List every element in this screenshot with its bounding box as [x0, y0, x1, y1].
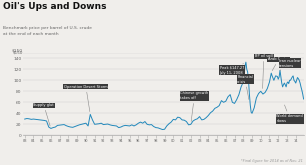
Text: $150: $150 — [11, 49, 22, 53]
Text: Oil's Ups and Downs: Oil's Ups and Downs — [3, 2, 106, 11]
Text: Iran nuclear
tensions: Iran nuclear tensions — [279, 59, 301, 70]
Text: World demand
slows: World demand slows — [277, 105, 303, 123]
Text: Financial
crisis: Financial crisis — [237, 75, 253, 99]
Text: Chinese growth
takes off: Chinese growth takes off — [180, 91, 209, 122]
Text: $150: $150 — [13, 51, 23, 55]
Text: Operation Desert Storm: Operation Desert Storm — [64, 85, 108, 112]
Text: Supply glut: Supply glut — [33, 103, 54, 126]
Text: *Final figure for 2014 as of Nov. 21: *Final figure for 2014 as of Nov. 21 — [241, 159, 303, 163]
Text: Arab Spring: Arab Spring — [268, 57, 289, 71]
Text: Peak $147.27
July 11, 2008: Peak $147.27 July 11, 2008 — [220, 64, 244, 75]
Text: BP oil spill: BP oil spill — [255, 54, 273, 89]
Text: Benchmark price per barrel of U.S. crude
at the end of each month: Benchmark price per barrel of U.S. crude… — [3, 26, 92, 36]
